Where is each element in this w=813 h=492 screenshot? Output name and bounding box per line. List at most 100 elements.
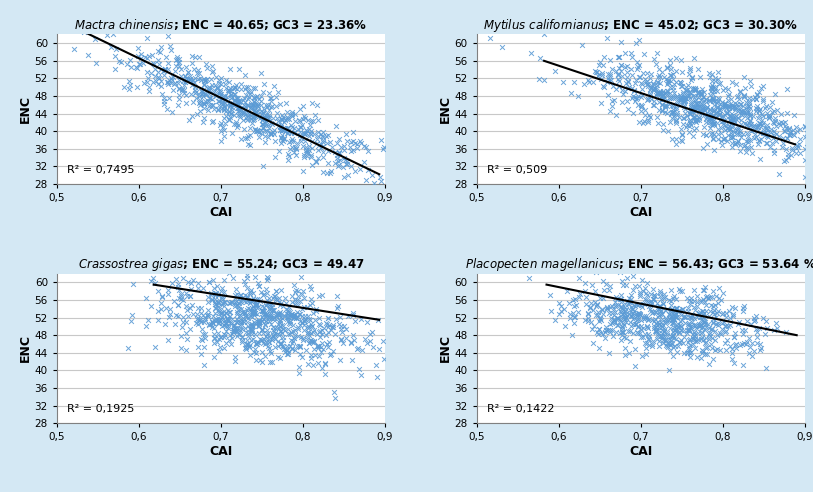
Point (246, 104, 259, 112)
Point (324, 169, 337, 177)
Point (89, 60, 102, 67)
Point (329, 123, 342, 130)
Point (713, 100, 726, 108)
Point (172, 294, 185, 302)
Point (634, 325, 647, 333)
Point (292, 341, 305, 349)
Point (217, 315, 230, 323)
Point (246, 296, 259, 304)
Point (148, 342, 161, 350)
Point (296, 115, 309, 123)
Point (67, 45, 80, 53)
Point (623, 349, 636, 357)
Point (196, 87, 209, 95)
Point (604, 70, 617, 78)
Point (273, 317, 286, 325)
Point (313, 320, 326, 328)
Point (673, 317, 686, 325)
Point (660, 87, 673, 94)
Point (237, 125, 250, 133)
Point (237, 314, 250, 322)
Point (634, 301, 647, 308)
Point (801, 129, 813, 137)
Point (205, 62, 218, 70)
Point (642, 332, 655, 339)
Point (272, 147, 285, 154)
Point (645, 83, 658, 91)
Point (255, 327, 268, 335)
Point (211, 83, 224, 91)
Point (751, 123, 764, 131)
Point (331, 154, 344, 162)
Point (667, 352, 680, 360)
Point (652, 120, 665, 127)
Point (650, 327, 663, 335)
Point (737, 93, 750, 101)
Point (644, 95, 657, 103)
Point (324, 326, 337, 334)
Point (276, 126, 289, 134)
Point (750, 104, 763, 112)
Point (208, 316, 221, 324)
Point (287, 313, 300, 321)
Point (770, 130, 783, 138)
Point (192, 284, 205, 292)
Point (367, 179, 380, 186)
Point (711, 119, 724, 126)
Point (273, 123, 286, 131)
Point (731, 92, 744, 100)
Point (246, 302, 259, 309)
Point (279, 300, 292, 308)
Point (666, 305, 679, 312)
Point (224, 298, 237, 306)
Point (650, 89, 663, 97)
Point (692, 320, 705, 328)
Point (567, 308, 580, 316)
Point (250, 111, 263, 119)
Point (720, 108, 733, 116)
Point (200, 64, 213, 72)
Point (701, 320, 714, 328)
Point (667, 327, 680, 335)
Point (627, 308, 640, 315)
Point (740, 144, 753, 152)
Point (352, 365, 365, 372)
Point (355, 346, 368, 354)
Point (599, 335, 612, 342)
Point (694, 335, 707, 343)
Point (268, 324, 281, 332)
Point (646, 85, 659, 93)
Point (676, 137, 689, 145)
Point (281, 156, 294, 164)
Point (296, 290, 309, 298)
Point (728, 304, 741, 312)
Point (170, 311, 183, 319)
Point (177, 89, 190, 97)
Point (653, 320, 666, 328)
Point (266, 306, 279, 313)
Point (715, 118, 728, 125)
Point (776, 139, 789, 147)
Point (341, 312, 354, 320)
Point (673, 338, 686, 345)
Point (604, 303, 617, 310)
Point (659, 90, 672, 97)
Point (210, 73, 223, 81)
Point (219, 96, 232, 104)
Point (250, 339, 263, 347)
Point (715, 319, 728, 327)
Point (360, 318, 373, 326)
Point (331, 292, 344, 300)
Point (207, 101, 220, 109)
Point (685, 99, 698, 107)
Point (780, 124, 793, 132)
Point (286, 311, 299, 319)
Point (267, 130, 280, 138)
Point (232, 111, 245, 119)
Point (655, 106, 668, 114)
Point (640, 350, 653, 358)
Point (593, 294, 606, 302)
Point (184, 304, 197, 312)
Point (193, 316, 207, 324)
Point (647, 322, 660, 330)
